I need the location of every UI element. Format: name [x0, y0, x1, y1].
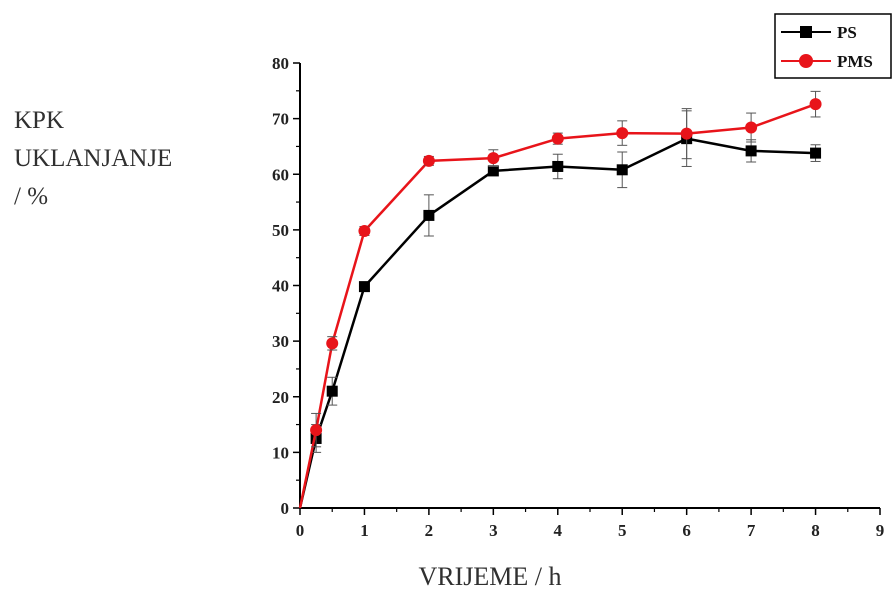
x-axis-title: VRIJEME / h: [419, 562, 562, 590]
x-tick-label: 1: [360, 521, 369, 540]
data-point-ps: [745, 145, 757, 157]
data-point-pms: [809, 98, 822, 111]
y-tick-label: 80: [272, 54, 289, 73]
data-point-pms: [680, 127, 693, 140]
y-tick-label: 0: [281, 499, 290, 518]
y-tick-label: 20: [272, 388, 289, 407]
x-tick-label: 6: [682, 521, 691, 540]
legend-marker-ps: [800, 26, 812, 38]
legend-label-ps: PS: [837, 23, 857, 42]
y-axis-title-line: KPK: [14, 107, 64, 134]
legend-box: [774, 13, 892, 79]
y-tick-label: 60: [272, 165, 289, 184]
data-point-pms: [745, 121, 758, 134]
y-tick-label: 70: [272, 110, 289, 129]
x-tick-label: 8: [811, 521, 820, 540]
legend: PS PMS: [774, 13, 892, 79]
y-axis-title-line: UKLANJANJE: [14, 145, 172, 172]
x-tick-label: 0: [296, 521, 305, 540]
data-point-ps: [552, 160, 564, 172]
data-point-pms: [422, 154, 435, 167]
legend-label-pms: PMS: [837, 52, 873, 71]
data-point-ps: [358, 281, 370, 293]
x-tick-label: 5: [618, 521, 627, 540]
x-tick-label: 9: [876, 521, 885, 540]
data-point-pms: [310, 424, 323, 437]
data-point-ps: [616, 164, 628, 176]
data-point-ps: [326, 385, 338, 397]
y-tick-label: 40: [272, 277, 289, 296]
y-tick-label: 50: [272, 221, 289, 240]
y-tick-label: 30: [272, 332, 289, 351]
data-point-ps: [810, 147, 822, 159]
x-tick-label: 2: [425, 521, 434, 540]
data-point-pms: [616, 127, 629, 140]
y-tick-label: 10: [272, 443, 289, 462]
data-point-pms: [326, 337, 339, 350]
x-tick-label: 4: [554, 521, 563, 540]
data-point-pms: [551, 132, 564, 145]
data-point-pms: [358, 224, 371, 237]
data-point-ps: [423, 209, 435, 221]
plot-area: 0 10 20 30 40 50 60 70 80 0 1 2 3 4 5 6 7 8 9: [272, 54, 884, 540]
x-tick-label: 7: [747, 521, 756, 540]
series-line-ps: [298, 137, 816, 509]
y-axis-title: KPK UKLANJANJE / %: [14, 107, 172, 210]
data-point-pms: [487, 152, 500, 165]
y-axis-title-line: / %: [14, 183, 48, 210]
data-point-ps: [487, 165, 499, 177]
x-tick-label: 3: [489, 521, 498, 540]
legend-marker-pms: [799, 54, 813, 68]
